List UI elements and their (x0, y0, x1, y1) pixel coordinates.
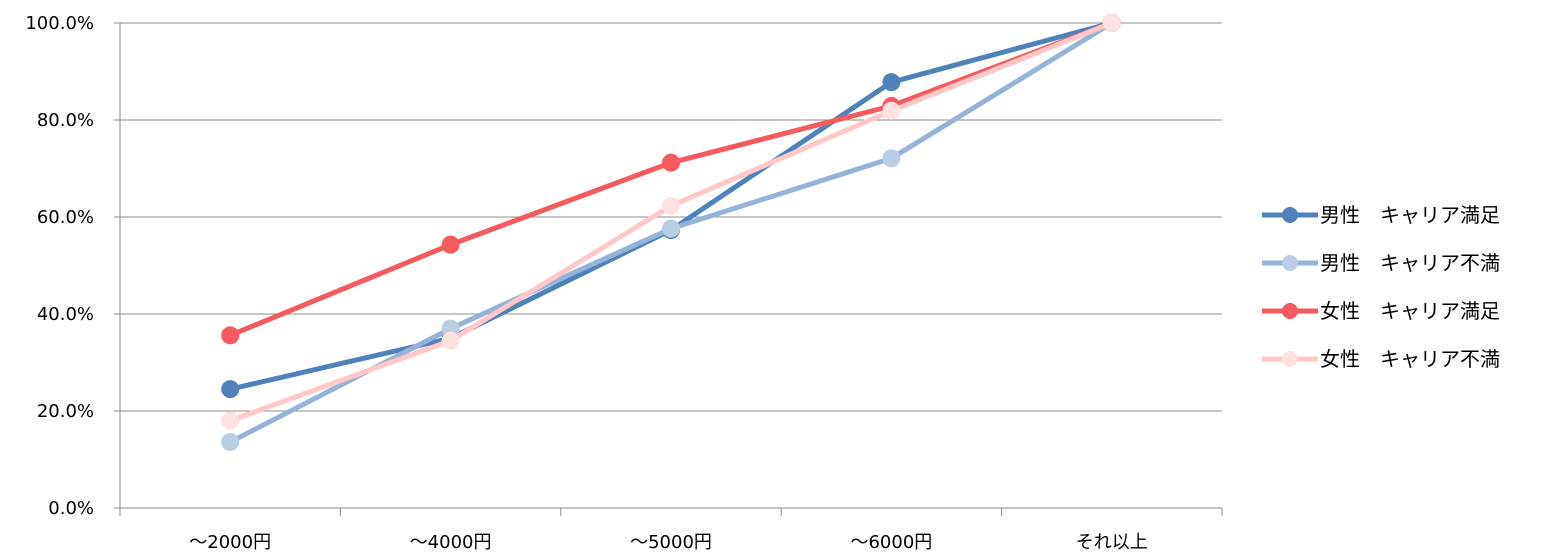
legend-marker-swatch (1282, 207, 1298, 223)
gridlines (120, 22, 1222, 412)
y-axis-tick-label: 60.0% (37, 207, 94, 228)
data-point (662, 219, 680, 238)
legend-item: 男性 キャリア満足 (1262, 203, 1500, 227)
x-axis-tick-label: 〜4000円 (410, 532, 492, 553)
legend-marker-swatch (1282, 255, 1298, 271)
legend-marker-swatch (1282, 351, 1298, 367)
y-axis-tick-label: 100.0% (25, 13, 94, 34)
legend-item: 女性 キャリア不満 (1262, 347, 1500, 371)
y-axis-tick-label: 0.0% (48, 498, 94, 519)
data-point (882, 73, 901, 92)
legend-label: 男性 キャリア不満 (1320, 251, 1500, 275)
x-axis-tick-label: それ以上 (1076, 532, 1148, 553)
data-point (221, 326, 240, 345)
x-axis-tick-label: 〜2000円 (189, 532, 271, 553)
data-point (221, 433, 240, 452)
legend-marker-swatch (1282, 303, 1298, 319)
axes (114, 22, 1223, 516)
data-point (441, 235, 460, 254)
legend-label: 男性 キャリア満足 (1320, 203, 1500, 227)
data-point (882, 101, 901, 120)
data-point (1102, 14, 1121, 32)
x-axis-tick-labels: 〜2000円 〜4000円 〜5000円 〜6000円 それ以上 (189, 532, 1148, 553)
data-point (221, 411, 240, 430)
legend-label: 女性 キャリア満足 (1320, 299, 1500, 323)
data-point (221, 380, 240, 399)
y-axis-tick-label: 40.0% (37, 304, 94, 325)
y-axis-tick-label: 80.0% (37, 110, 94, 131)
legend-label: 女性 キャリア不満 (1320, 347, 1500, 371)
data-point (662, 196, 680, 215)
y-axis-tick-labels: 0.0% 20.0% 40.0% 60.0% 80.0% 100.0% (25, 13, 94, 519)
y-axis-tick-label: 20.0% (37, 401, 94, 422)
series-layer (221, 14, 1121, 452)
x-axis-tick-label: 〜5000円 (630, 532, 712, 553)
series-3 (221, 14, 1121, 345)
data-point (441, 331, 460, 350)
legend-item: 女性 キャリア満足 (1262, 299, 1500, 323)
legend-item: 男性 キャリア不満 (1262, 251, 1500, 275)
series-line (227, 20, 1115, 338)
series-4 (221, 14, 1121, 430)
series-2 (221, 14, 1121, 452)
data-point (882, 149, 901, 168)
x-axis-tick-label: 〜6000円 (850, 532, 932, 553)
data-point (662, 153, 680, 172)
